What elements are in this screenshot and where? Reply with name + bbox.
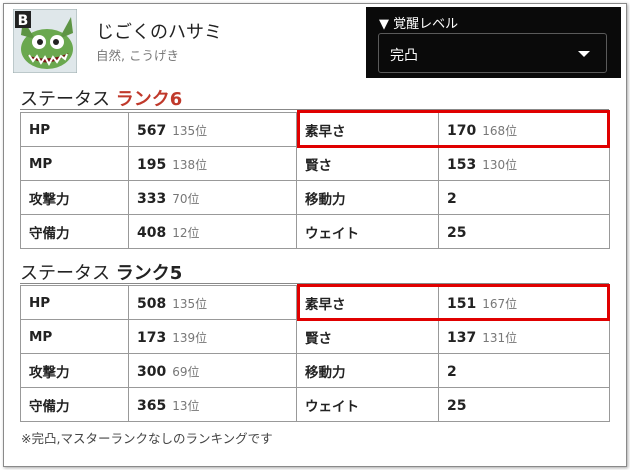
stat-label: 賢さ bbox=[296, 319, 439, 354]
stat-value-cell: 137 131位 bbox=[438, 319, 610, 354]
section-title-text: ステータス bbox=[20, 89, 116, 110]
stat-value: 567 bbox=[137, 123, 167, 139]
section-title-text: ステータス bbox=[20, 263, 116, 284]
stats-table-rank6: HP 567 135位 素早さ 170 168位 MP 195 138位 賢さ 153 130位攻撃力… bbox=[20, 112, 610, 249]
table-row: 守備力 408 12位 ウェイト 25 bbox=[20, 214, 610, 249]
stat-value-cell: 173 139位 bbox=[128, 319, 297, 354]
stat-value: 173 bbox=[137, 330, 167, 346]
stat-value-cell: 300 69位 bbox=[128, 353, 297, 388]
stat-value: 25 bbox=[447, 398, 467, 414]
stat-value: 170 bbox=[447, 123, 477, 139]
stat-rank: 131位 bbox=[482, 331, 518, 345]
stat-value-cell: 151 167位 bbox=[438, 285, 610, 320]
stat-label: 素早さ bbox=[296, 112, 439, 147]
stat-value-cell: 170 168位 bbox=[438, 112, 610, 147]
section-rank: ランク6 bbox=[115, 89, 183, 110]
stat-label: HP bbox=[20, 112, 129, 147]
stat-rank: 167位 bbox=[482, 297, 518, 311]
stat-rank: 12位 bbox=[172, 226, 200, 240]
stat-value: 195 bbox=[137, 157, 167, 173]
table-row: 攻撃力 333 70位 移動力 2 bbox=[20, 180, 610, 215]
table-row: 攻撃力 300 69位 移動力 2 bbox=[20, 353, 610, 388]
stat-rank: 13位 bbox=[172, 399, 200, 413]
stat-rank: 70位 bbox=[172, 192, 200, 206]
stat-label: 賢さ bbox=[296, 146, 439, 181]
stat-value-cell: 195 138位 bbox=[128, 146, 297, 181]
stat-label: 攻撃力 bbox=[20, 353, 129, 388]
section-rank: ランク5 bbox=[115, 263, 183, 284]
monster-name: じごくのハサミ bbox=[96, 22, 222, 43]
stat-rank: 139位 bbox=[172, 331, 208, 345]
stat-label: 守備力 bbox=[20, 387, 129, 422]
stat-label: 移動力 bbox=[296, 180, 439, 215]
divider bbox=[20, 109, 609, 110]
table-row: MP 173 139位 賢さ 137 131位 bbox=[20, 319, 610, 354]
stat-value-cell: 333 70位 bbox=[128, 180, 297, 215]
stat-value: 300 bbox=[137, 364, 167, 380]
stat-rank: 130位 bbox=[482, 158, 518, 172]
stat-value-cell: 25 bbox=[438, 214, 610, 249]
stat-value: 365 bbox=[137, 398, 167, 414]
stat-rank: 69位 bbox=[172, 365, 200, 379]
table-row: 守備力 365 13位 ウェイト 25 bbox=[20, 387, 610, 422]
stat-label: MP bbox=[20, 319, 129, 354]
rank-badge: B bbox=[18, 13, 29, 29]
awakening-selected-value: 完凸 bbox=[390, 48, 418, 64]
stat-value: 25 bbox=[447, 225, 467, 241]
stat-label: 攻撃力 bbox=[20, 180, 129, 215]
stat-label: 移動力 bbox=[296, 353, 439, 388]
divider bbox=[20, 283, 609, 284]
table-row: HP 508 135位 素早さ 151 167位 bbox=[20, 285, 610, 320]
awakening-select[interactable]: 完凸 bbox=[378, 33, 607, 73]
monster-subtitle: 自然, こうげき bbox=[96, 48, 179, 63]
footnote: ※完凸,マスターランクなしのランキングです bbox=[21, 431, 273, 446]
stat-label: HP bbox=[20, 285, 129, 320]
stat-value-cell: 408 12位 bbox=[128, 214, 297, 249]
stat-value-cell: 508 135位 bbox=[128, 285, 297, 320]
awakening-label: ▼ 覚醒レベル bbox=[379, 17, 459, 32]
section-title-rank6: ステータス ランク6 bbox=[20, 85, 182, 111]
stat-value: 333 bbox=[137, 191, 167, 207]
stat-value: 153 bbox=[447, 157, 477, 173]
chevron-down-icon bbox=[578, 51, 590, 57]
stat-value: 508 bbox=[137, 296, 167, 312]
stat-value-cell: 567 135位 bbox=[128, 112, 297, 147]
stat-rank: 138位 bbox=[172, 158, 208, 172]
table-row: MP 195 138位 賢さ 153 130位 bbox=[20, 146, 610, 181]
stat-label: ウェイト bbox=[296, 214, 439, 249]
stat-value: 2 bbox=[447, 364, 457, 380]
stat-label: MP bbox=[20, 146, 129, 181]
monster-avatar: B bbox=[13, 9, 77, 73]
stats-table-rank5: HP 508 135位 素早さ 151 167位 MP 173 139位 賢さ 137 131位攻撃力… bbox=[20, 285, 610, 422]
table-row: HP 567 135位 素早さ 170 168位 bbox=[20, 112, 610, 147]
stat-rank: 135位 bbox=[172, 124, 208, 138]
stat-value: 151 bbox=[447, 296, 477, 312]
stat-label: 素早さ bbox=[296, 285, 439, 320]
stat-value-cell: 25 bbox=[438, 387, 610, 422]
section-title-rank5: ステータス ランク5 bbox=[20, 259, 182, 285]
stat-label: 守備力 bbox=[20, 214, 129, 249]
stat-value-cell: 365 13位 bbox=[128, 387, 297, 422]
stat-rank: 135位 bbox=[172, 297, 208, 311]
stat-value: 137 bbox=[447, 330, 477, 346]
stat-label: ウェイト bbox=[296, 387, 439, 422]
stat-value-cell: 2 bbox=[438, 180, 610, 215]
awakening-panel: ▼ 覚醒レベル 完凸 bbox=[366, 7, 621, 78]
stat-rank: 168位 bbox=[482, 124, 518, 138]
stat-value-cell: 2 bbox=[438, 353, 610, 388]
stat-value: 2 bbox=[447, 191, 457, 207]
stat-value: 408 bbox=[137, 225, 167, 241]
stat-value-cell: 153 130位 bbox=[438, 146, 610, 181]
